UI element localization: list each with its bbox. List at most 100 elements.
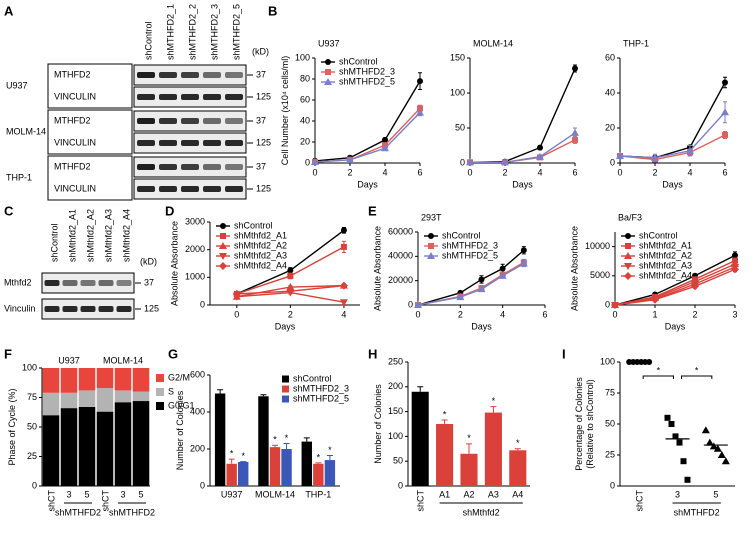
bar-segment	[42, 368, 60, 393]
blot-band	[62, 280, 78, 286]
data-point	[456, 293, 465, 301]
legend-label: shMTHFD2_5	[442, 250, 498, 260]
y-tick-label: 100	[450, 87, 465, 97]
panel-label: F	[4, 346, 12, 361]
panel-label: E	[368, 203, 377, 218]
blot-band	[203, 118, 221, 124]
blot-band	[137, 164, 155, 170]
bar-segment	[60, 408, 78, 486]
y-axis-label: (Relative to shControl)	[585, 379, 595, 469]
y-tick-label: 400	[190, 406, 205, 416]
kd-label: 37	[256, 161, 266, 171]
bar-segment	[96, 388, 114, 412]
blot-band	[225, 94, 243, 100]
series-line	[314, 80, 421, 162]
y-tick-label: 60000	[388, 226, 413, 236]
x-tick-label: 6	[542, 309, 547, 319]
bar	[436, 424, 454, 486]
data-point	[651, 153, 659, 161]
bar	[411, 391, 429, 486]
data-point	[311, 157, 319, 165]
error-bar	[272, 444, 278, 448]
x-tick-label: 1	[652, 309, 657, 319]
y-tick-label: 100	[600, 356, 615, 366]
legend-label: shMthfd2_A2	[639, 250, 692, 260]
y-tick-label: 0	[610, 480, 615, 490]
cell-line-label: THP-1	[6, 172, 32, 182]
data-point	[691, 282, 699, 291]
x-axis-label: Days	[662, 179, 683, 189]
bar	[214, 393, 226, 486]
legend-label: S	[168, 386, 174, 396]
x-tick-label: 0	[467, 167, 472, 177]
bar-segment	[114, 402, 132, 486]
data-point	[414, 301, 422, 308]
blot-band	[80, 306, 96, 312]
legend-label: shControl	[339, 56, 378, 66]
blot-band	[98, 306, 114, 312]
x-tick-label: 2	[347, 167, 352, 177]
significance-label: *	[492, 396, 496, 406]
error-bar	[417, 386, 424, 392]
protein-label: MTHFD2	[54, 69, 91, 79]
x-tick-label: 0	[234, 309, 239, 319]
y-axis-label: Absolute Absorbance	[569, 226, 579, 311]
x-tick-label: MOLM-14	[255, 489, 295, 499]
series-line	[470, 132, 576, 163]
legend-label: shMthfd2_A1	[234, 230, 287, 240]
data-point	[340, 227, 347, 234]
significance-label: *	[516, 438, 520, 448]
bar	[509, 450, 527, 486]
y-tick-label: 150	[450, 52, 465, 62]
data-point	[572, 136, 578, 143]
blot-band	[181, 118, 199, 124]
error-bar	[260, 394, 267, 397]
group-sublabel: shMTHFD2	[109, 507, 155, 517]
x-tick-label: 3	[66, 489, 71, 499]
group-sublabel: shMthfd2	[463, 507, 500, 517]
chart-title: U937	[318, 38, 340, 48]
blot-band	[116, 280, 132, 286]
legend-label: shMthfd2_A3	[234, 250, 287, 260]
error-bar	[228, 458, 235, 464]
x-tick-label: 2	[652, 167, 657, 177]
legend-marker	[219, 253, 227, 260]
lane-label: shMTHFD2_3	[209, 4, 219, 60]
x-tick-label: 5	[713, 489, 718, 499]
series-line	[619, 82, 726, 159]
legend-marker	[219, 242, 227, 249]
y-tick-label: 100	[295, 52, 310, 62]
bar	[258, 396, 269, 486]
y-tick-label: 150	[388, 406, 403, 416]
bar	[313, 463, 324, 486]
legend-label: shMTHFD2_3	[442, 240, 498, 250]
blot-band	[181, 186, 199, 192]
y-tick-label: 20	[605, 122, 615, 132]
y-tick-label: 50	[605, 418, 615, 428]
panel-label: G	[168, 346, 178, 361]
panel-label: I	[562, 346, 566, 361]
y-axis-label: Cell Number (x10⁴ cells/ml)	[280, 56, 290, 165]
x-tick-label: shCT	[635, 490, 645, 512]
data-point	[572, 65, 578, 72]
legend-marker	[219, 262, 227, 270]
kd-label: 125	[256, 137, 271, 147]
lane-label: shMthfd2_A2	[85, 209, 95, 262]
y-axis-label: Absolute Absorbance	[170, 221, 180, 306]
group-sublabel: shMTHFD2	[55, 507, 101, 517]
blot-band	[80, 280, 96, 286]
data-point	[713, 444, 722, 452]
kd-label: 37	[256, 69, 266, 79]
y-tick-label: 25	[605, 449, 615, 459]
blot-band	[225, 164, 243, 170]
cell-line-label: U937	[6, 80, 28, 90]
y-tick-label: 200	[190, 443, 205, 453]
blot-band	[181, 140, 199, 146]
legend-label: shMTHFD2_3	[339, 66, 395, 76]
legend-label: shMthfd2_A4	[234, 260, 287, 270]
legend-marker	[427, 252, 435, 259]
bar	[460, 453, 478, 486]
legend-swatch	[156, 374, 164, 382]
kd-label: 125	[144, 303, 159, 313]
data-point	[676, 439, 683, 446]
